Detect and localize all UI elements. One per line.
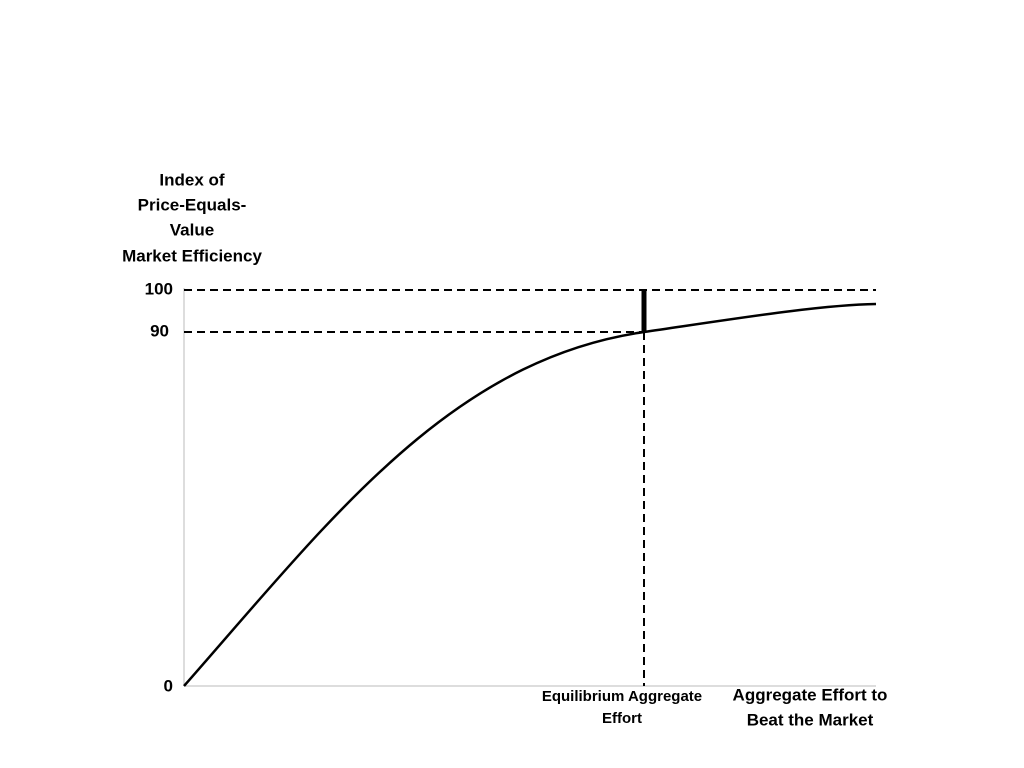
efficiency-curve: [183, 302, 877, 687]
y-title-line: Price-Equals-: [138, 195, 247, 214]
x-axis-title: Beat the Market: [747, 710, 874, 729]
y-tick-label: 100: [145, 279, 173, 298]
x-axis-title: Aggregate Effort to: [733, 685, 888, 704]
y-tick-label: 0: [164, 676, 173, 695]
y-tick-label: 90: [150, 321, 169, 340]
y-title-line: Value: [170, 220, 214, 239]
y-title-line: Market Efficiency: [122, 246, 262, 265]
y-title-line: Index of: [159, 170, 225, 189]
equilibrium-label: Equilibrium Aggregate: [542, 688, 702, 705]
equilibrium-label: Effort: [602, 710, 642, 727]
y-axis-title: Index of Price-Equals- Value Market Effi…: [122, 170, 262, 265]
